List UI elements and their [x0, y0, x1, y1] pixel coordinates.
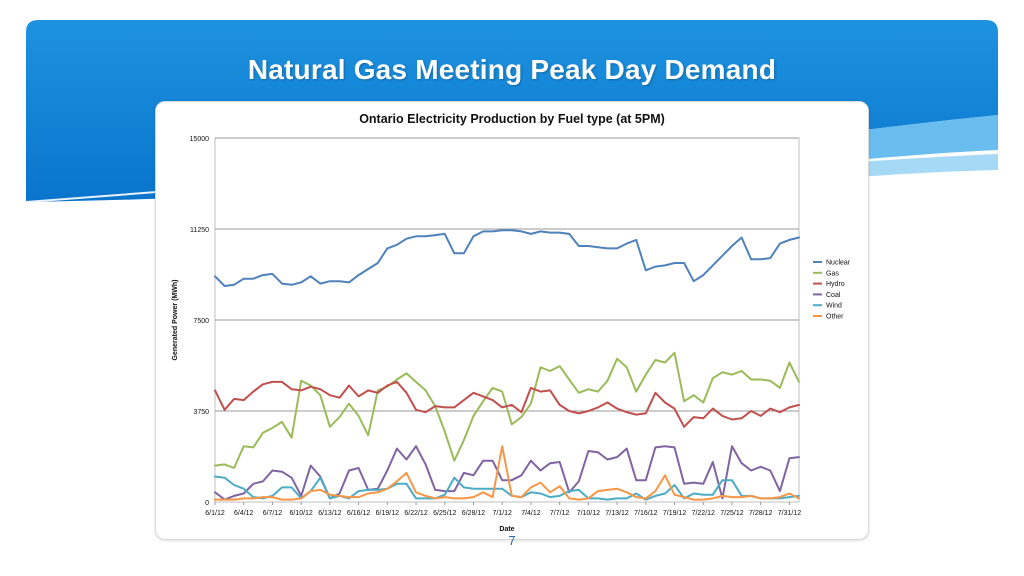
x-tick-label: 7/1/12	[492, 510, 512, 517]
x-tick-label: 7/22/12	[692, 510, 715, 517]
legend-label-coal: Coal	[826, 292, 841, 299]
x-tick-label: 7/31/12	[778, 510, 801, 517]
x-tick-label: 7/19/12	[663, 510, 686, 517]
series-line-other	[214, 445, 800, 501]
x-tick-label: 6/22/12	[404, 510, 427, 517]
legend-label-gas: Gas	[826, 270, 839, 277]
x-tick-label: 7/16/12	[634, 510, 657, 517]
x-tick-label: 6/10/12	[289, 510, 312, 517]
x-tick-label: 6/1/12	[205, 510, 225, 517]
x-tick-label: 7/28/12	[749, 510, 772, 517]
legend-label-other: Other	[826, 314, 844, 321]
x-tick-label: 6/28/12	[462, 510, 485, 517]
y-tick-label: 0	[205, 500, 209, 507]
legend-label-hydro: Hydro	[826, 281, 845, 288]
legend-label-nuclear: Nuclear	[826, 260, 851, 267]
x-tick-label: 6/16/12	[347, 510, 370, 517]
x-tick-label: 7/10/12	[577, 510, 600, 517]
x-tick-label: 7/25/12	[720, 510, 743, 517]
x-tick-label: 6/13/12	[318, 510, 341, 517]
x-tick-label: 6/4/12	[234, 510, 254, 517]
chart-card: Ontario Electricity Production by Fuel t…	[155, 101, 869, 540]
page-number: 7	[508, 533, 516, 548]
x-axis-label: Date	[499, 526, 514, 533]
line-chart: 0 3750 7500 11250 15000 6/1/12 6/4/12 6/7/12 6/1…	[172, 136, 851, 533]
x-tick-label: 6/19/12	[376, 510, 399, 517]
y-tick-label: 11250	[190, 227, 209, 234]
x-tick-label: 6/7/12	[263, 510, 283, 517]
y-tick-label: 15000	[190, 136, 210, 143]
x-tick-label: 7/4/12	[521, 510, 541, 517]
x-tick-label: 7/13/12	[605, 510, 628, 517]
x-tick-label: 6/25/12	[433, 510, 456, 517]
chart-title: Ontario Electricity Production by Fuel t…	[359, 112, 665, 126]
series-line-hydro	[214, 380, 800, 428]
y-tick-label: 7500	[193, 318, 209, 325]
y-axis-label: Generated Power (MWh)	[172, 280, 179, 361]
series-line-coal	[214, 445, 800, 501]
series-line-nuclear	[214, 229, 800, 287]
series-line-wind	[214, 475, 800, 501]
legend-label-wind: Wind	[826, 303, 842, 310]
x-tick-label: 7/7/12	[550, 510, 570, 517]
y-tick-label: 3750	[193, 409, 209, 416]
slide-title: Natural Gas Meeting Peak Day Demand	[247, 54, 777, 85]
